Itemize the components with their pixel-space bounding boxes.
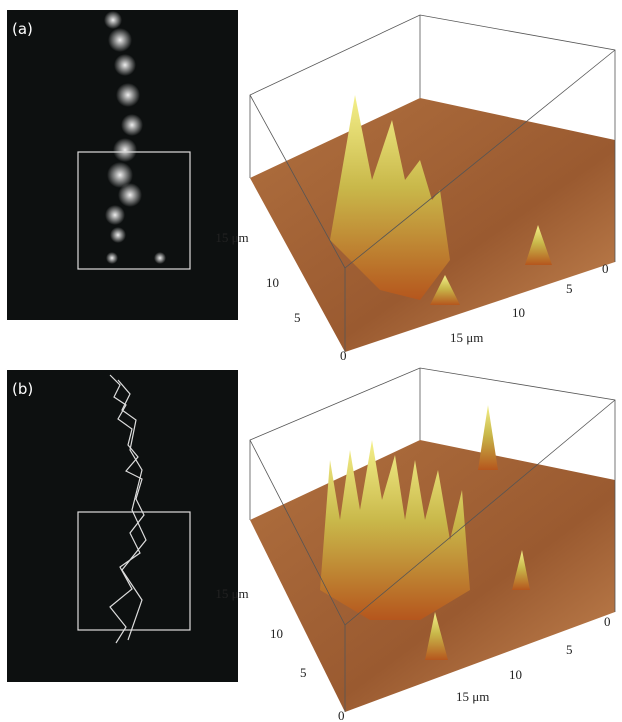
figure: (a) (b) 15 μm105005101 [0,0,622,722]
axis-tick-label: 15 μm [450,330,483,345]
axis-tick-label: 5 [300,665,307,680]
micrograph-b: (b) [7,370,238,682]
axis-tick-label: 10 [270,626,283,641]
micrograph-a: (a) [7,10,238,320]
axis-tick-label: 15 μm [215,230,248,245]
panel-label: (a) [12,20,33,38]
axis-tick-label: 5 [294,310,301,325]
axis-tick-label: 10 [509,667,522,682]
axis-tick-label: 0 [604,614,611,629]
axis-tick-label: 5 [566,281,573,296]
axis-tick-label: 0 [602,261,609,276]
axis-tick-label: 0 [340,348,347,363]
axis-tick-label: 10 [266,275,279,290]
axis-tick-label: 15 μm [215,586,248,601]
axis-tick-label: 10 [512,305,525,320]
axis-tick-label: 0 [338,708,345,722]
axis-tick-label: 5 [566,642,573,657]
surface-plot-a [250,15,615,352]
panel-label: (b) [12,380,33,398]
surface-plot-b [250,368,615,712]
axis-tick-label: 15 μm [456,689,489,704]
